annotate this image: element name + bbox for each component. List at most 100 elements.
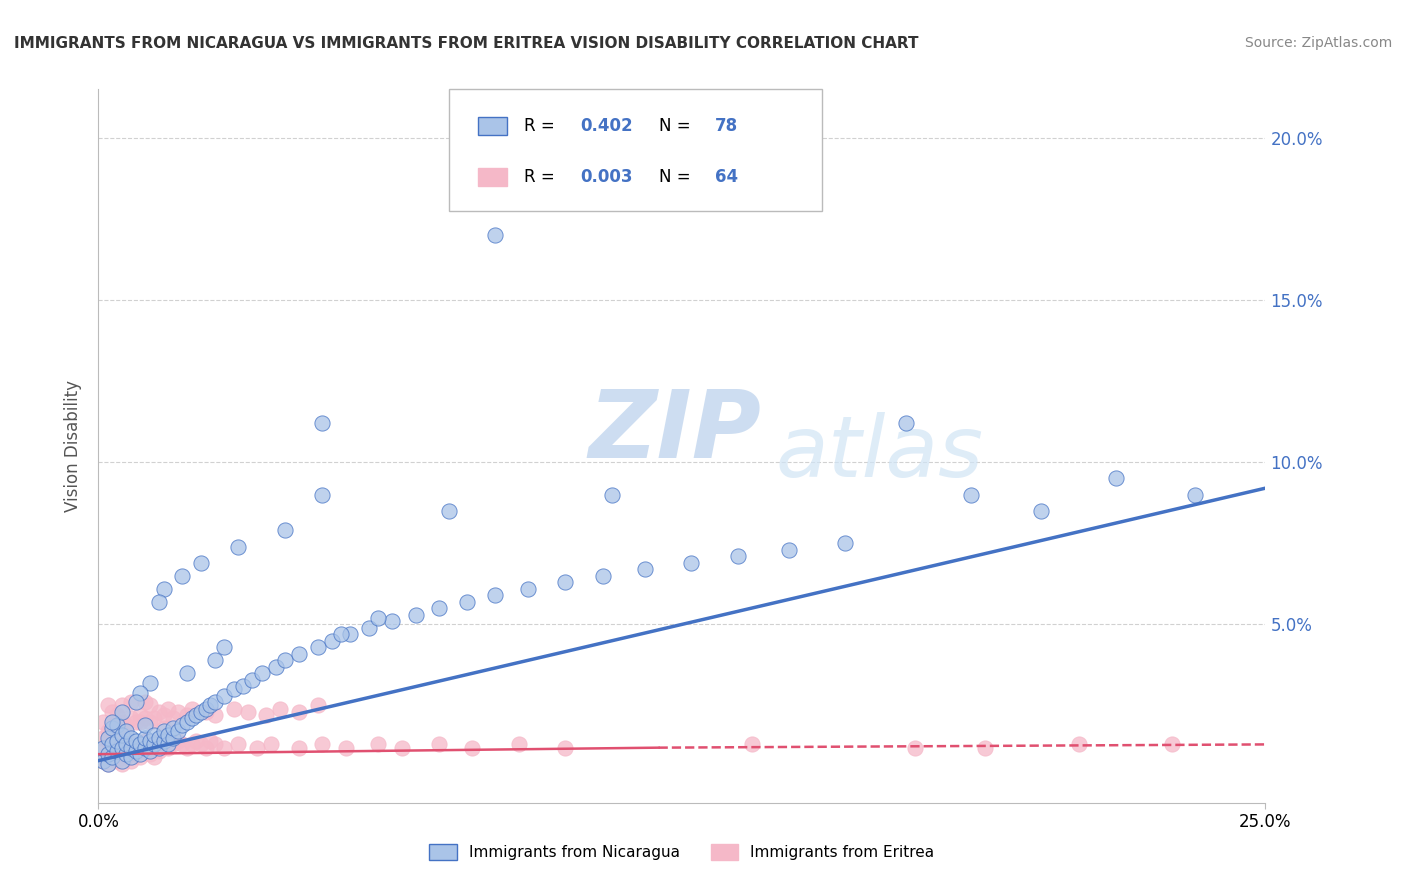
Point xyxy=(681,556,703,570)
Point xyxy=(148,734,170,748)
Point xyxy=(204,738,226,752)
Point xyxy=(311,738,333,752)
Point xyxy=(242,673,264,687)
Point xyxy=(508,738,530,752)
Point xyxy=(554,740,576,755)
Point xyxy=(180,711,202,725)
Point xyxy=(186,708,208,723)
Point xyxy=(139,698,162,713)
Point xyxy=(152,721,174,735)
Point xyxy=(180,702,202,716)
Text: R =: R = xyxy=(524,118,561,136)
Point xyxy=(222,702,245,716)
Point xyxy=(101,705,124,719)
Point xyxy=(554,575,576,590)
Point xyxy=(148,731,170,745)
Point xyxy=(1184,488,1206,502)
Point xyxy=(152,734,174,748)
Point xyxy=(129,714,152,729)
Point xyxy=(97,734,120,748)
Point xyxy=(157,740,180,755)
Point xyxy=(190,556,212,570)
Point xyxy=(204,695,226,709)
Point xyxy=(152,708,174,723)
Point xyxy=(97,756,120,771)
Point xyxy=(139,714,162,729)
Point xyxy=(101,714,124,729)
Text: IMMIGRANTS FROM NICARAGUA VS IMMIGRANTS FROM ERITREA VISION DISABILITY CORRELATI: IMMIGRANTS FROM NICARAGUA VS IMMIGRANTS … xyxy=(14,36,918,51)
Point xyxy=(111,754,134,768)
Point xyxy=(166,724,188,739)
Point xyxy=(105,731,128,745)
Point xyxy=(115,724,138,739)
Point xyxy=(139,738,162,752)
Point xyxy=(391,740,413,755)
Point xyxy=(134,734,156,748)
Point xyxy=(516,582,538,596)
Point xyxy=(166,705,188,719)
Point xyxy=(157,728,180,742)
Point xyxy=(437,504,460,518)
Point xyxy=(633,562,655,576)
Point xyxy=(105,734,128,748)
Point xyxy=(120,754,142,768)
Point xyxy=(176,740,198,755)
Point xyxy=(974,740,997,755)
Text: N =: N = xyxy=(658,168,696,186)
Point xyxy=(125,744,148,758)
Point xyxy=(101,721,124,735)
Point xyxy=(592,568,614,582)
Point xyxy=(904,740,927,755)
Point xyxy=(288,740,311,755)
Point xyxy=(120,695,142,709)
Point xyxy=(1161,738,1184,752)
Point xyxy=(111,728,134,742)
Point xyxy=(204,708,226,723)
Point xyxy=(134,731,156,745)
Point xyxy=(960,488,983,502)
Point xyxy=(176,666,198,681)
Y-axis label: Vision Disability: Vision Disability xyxy=(65,380,83,512)
Point xyxy=(91,740,114,755)
Point xyxy=(134,744,156,758)
Point xyxy=(115,738,138,752)
Point xyxy=(228,738,250,752)
Point xyxy=(115,740,138,755)
Point xyxy=(120,711,142,725)
Point xyxy=(250,666,273,681)
Point xyxy=(134,711,156,725)
Point xyxy=(143,740,166,755)
Point xyxy=(143,711,166,725)
Point xyxy=(143,728,166,742)
Point xyxy=(834,536,856,550)
Text: ZIP: ZIP xyxy=(589,385,762,478)
Point xyxy=(190,705,212,719)
Point xyxy=(162,738,184,752)
Point xyxy=(97,756,120,771)
Point xyxy=(461,740,484,755)
Point xyxy=(105,718,128,732)
Point xyxy=(264,659,287,673)
Point xyxy=(101,718,124,732)
Point xyxy=(115,750,138,764)
Point xyxy=(330,627,353,641)
Point xyxy=(307,640,329,654)
Text: 64: 64 xyxy=(714,168,738,186)
Point xyxy=(129,740,152,755)
Point xyxy=(180,738,202,752)
Point xyxy=(129,708,152,723)
Point xyxy=(97,698,120,713)
Point xyxy=(148,595,170,609)
Point xyxy=(111,705,134,719)
Point xyxy=(200,734,222,748)
Point xyxy=(405,607,427,622)
Point xyxy=(91,754,114,768)
Point xyxy=(148,705,170,719)
Point xyxy=(97,731,120,745)
Point xyxy=(120,731,142,745)
Point xyxy=(260,738,283,752)
Point xyxy=(176,708,198,723)
Text: Source: ZipAtlas.com: Source: ZipAtlas.com xyxy=(1244,36,1392,50)
Point xyxy=(97,724,120,739)
Point xyxy=(115,718,138,732)
